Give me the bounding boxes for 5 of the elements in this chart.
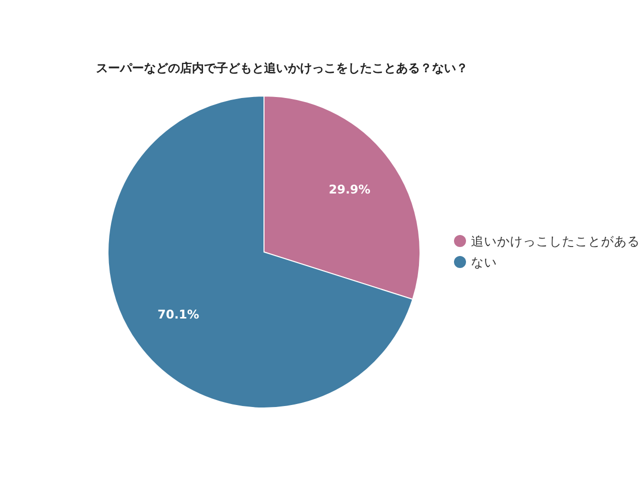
legend-label: 追いかけっこしたことがある <box>471 234 640 248</box>
chart-title: スーパーなどの店内で子どもと追いかけっこをしたことある？ない？ <box>96 61 468 75</box>
data-label: 29.9% <box>328 182 370 196</box>
legend-label: ない <box>471 254 497 270</box>
data-label: 70.1% <box>158 308 200 322</box>
